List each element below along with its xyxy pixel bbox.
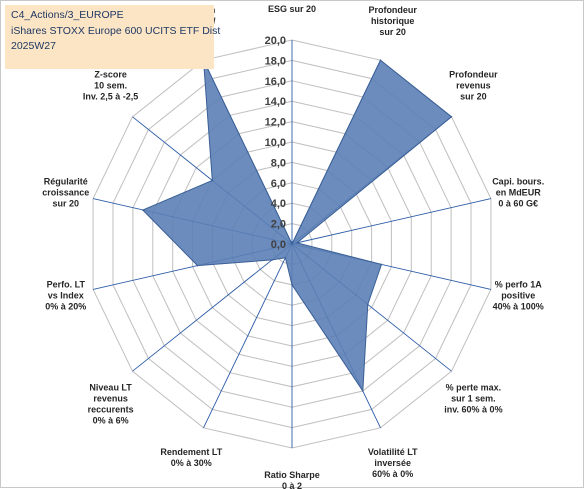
data-point-12: [142, 209, 144, 211]
axis-label-9: Rendement LT 0% à 30%: [160, 447, 222, 468]
data-point-2: [379, 59, 382, 61]
title-box: C4_Actions/3_EUROPE iShares STOXX Europe…: [5, 5, 221, 69]
tick-label: 8,0: [271, 157, 286, 169]
spoke-10: [132, 243, 293, 372]
axis-label-2: Profondeur historique sur 20: [368, 5, 417, 37]
tick-label: 16,0: [265, 76, 286, 88]
tick-label: 20,0: [265, 35, 286, 47]
data-point-5: [380, 263, 383, 266]
data-point-4: [296, 242, 298, 244]
axis-label-4: Capi. bours. en MdEUR 0 à 60 G€: [492, 176, 544, 208]
data-point-7: [362, 390, 364, 392]
title-line-3: 2025W27: [11, 40, 56, 52]
tick-label-layer: 0,0 2,0 4,0 6,0 8,0 10,0 12,0 14,0 16,0 18,0 20,0: [265, 35, 286, 251]
axis-label-8: Ratio Sharpe 0 à 2: [264, 470, 320, 489]
data-point-9: [284, 257, 287, 259]
axis-label-1: NoteESG sur 20: [268, 1, 316, 14]
tick-label: 0,0: [271, 239, 286, 251]
tick-label: 6,0: [271, 178, 286, 190]
title-line-1: C4_Actions/3_EUROPE: [11, 9, 124, 21]
tick-label: 14,0: [265, 96, 286, 108]
data-point-11: [196, 264, 199, 267]
data-point-6: [367, 303, 369, 306]
axis-label-13: Z-score 10 sem. Inv. 2,5 à -2,5: [83, 69, 138, 101]
series-layer: [141, 59, 453, 393]
axis-label-6: % perte max. sur 1 sem. inv. 60% à 0%: [444, 383, 502, 415]
tick-label: 18,0: [265, 55, 286, 67]
axis-label-3: Profondeur revenus sur 20: [449, 69, 498, 101]
series-area: [141, 59, 453, 393]
spoke-9: [203, 243, 293, 428]
tick-label: 4,0: [271, 198, 286, 210]
axis-label-11: Perfo. LT vs Index 0% à 20%: [45, 280, 86, 312]
data-point-13: [211, 179, 214, 182]
data-point-10: [271, 259, 273, 261]
data-point-8: [291, 284, 293, 286]
tick-label: 12,0: [265, 117, 286, 129]
axis-label-10: Niveau LT revenus reccurents 0% à 6%: [88, 383, 134, 426]
title-line-2: iShares STOXX Europe 600 UCITS ETF Dist: [11, 24, 221, 37]
data-point-3: [450, 116, 453, 118]
spoke-4: [291, 198, 492, 245]
axis-label-12: Régularité croissance sur 20: [42, 176, 89, 208]
tick-label: 10,0: [265, 137, 286, 149]
axis-label-7: Volatilité LT inversée 60% à 0%: [368, 447, 418, 479]
tick-label: 2,0: [271, 219, 286, 231]
axis-label-5: % perfo 1A positive 40% à 100%: [493, 280, 544, 312]
data-point-1: [291, 243, 293, 245]
